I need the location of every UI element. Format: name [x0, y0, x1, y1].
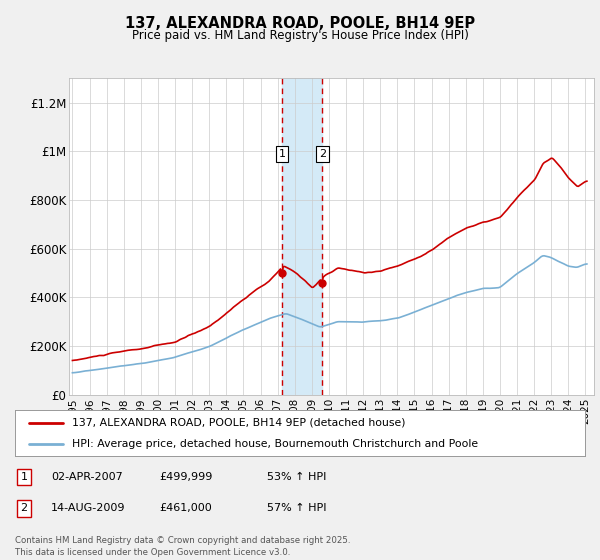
Text: 1: 1: [278, 149, 286, 159]
Text: 57% ↑ HPI: 57% ↑ HPI: [267, 503, 326, 514]
Text: £461,000: £461,000: [159, 503, 212, 514]
Text: £499,999: £499,999: [159, 472, 212, 482]
Text: 2: 2: [20, 503, 28, 514]
Text: 14-AUG-2009: 14-AUG-2009: [51, 503, 125, 514]
Text: 137, ALEXANDRA ROAD, POOLE, BH14 9EP (detached house): 137, ALEXANDRA ROAD, POOLE, BH14 9EP (de…: [72, 418, 406, 428]
Text: 1: 1: [20, 472, 28, 482]
Text: HPI: Average price, detached house, Bournemouth Christchurch and Poole: HPI: Average price, detached house, Bour…: [72, 439, 478, 449]
Text: 53% ↑ HPI: 53% ↑ HPI: [267, 472, 326, 482]
Bar: [282, 78, 322, 395]
Text: Price paid vs. HM Land Registry's House Price Index (HPI): Price paid vs. HM Land Registry's House …: [131, 29, 469, 42]
Text: 2: 2: [319, 149, 326, 159]
Text: 137, ALEXANDRA ROAD, POOLE, BH14 9EP: 137, ALEXANDRA ROAD, POOLE, BH14 9EP: [125, 16, 475, 31]
Text: 02-APR-2007: 02-APR-2007: [51, 472, 123, 482]
Text: Contains HM Land Registry data © Crown copyright and database right 2025.
This d: Contains HM Land Registry data © Crown c…: [15, 536, 350, 557]
